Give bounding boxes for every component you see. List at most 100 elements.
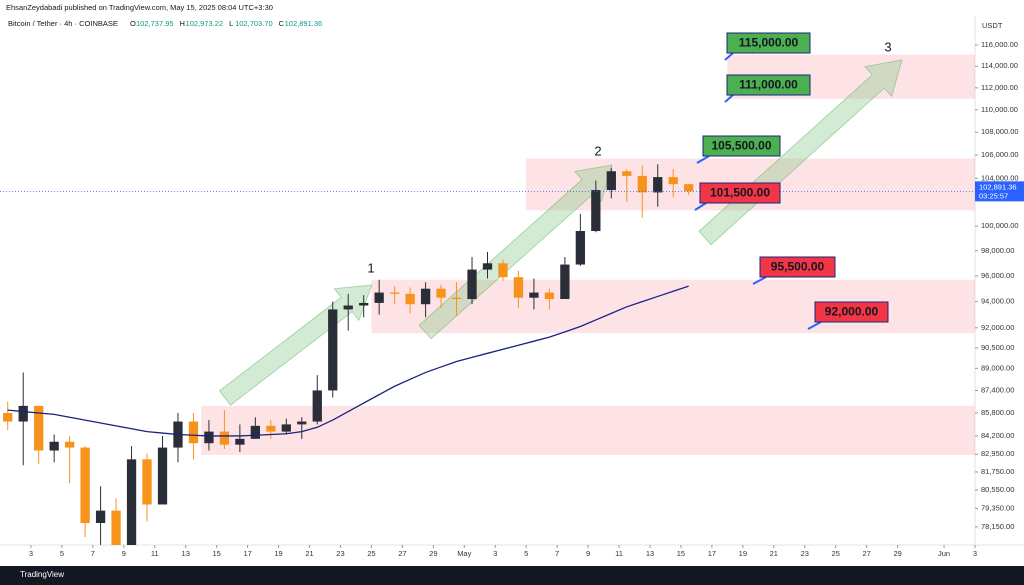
candle-body	[637, 175, 647, 193]
y-tick-label: 94,000.00	[981, 297, 1014, 306]
y-tick-label: 116,000.00	[981, 40, 1018, 49]
x-tick-label: 5	[60, 549, 64, 558]
candle-body	[498, 263, 508, 278]
y-tick-label: 108,000.00	[981, 127, 1019, 136]
ohlc-value: 102,891.36	[285, 19, 323, 28]
x-tick-label: 13	[646, 549, 654, 558]
y-tick-label: 98,000.00	[981, 246, 1014, 255]
candle-body	[18, 405, 28, 422]
candle-body	[591, 190, 601, 232]
x-tick-label: 19	[274, 549, 282, 558]
x-tick-label: May	[457, 549, 471, 558]
candle-body	[34, 405, 44, 451]
y-tick-label: 114,000.00	[981, 61, 1018, 70]
x-tick-label: 29	[429, 549, 437, 558]
y-tick-label: 84,200.00	[981, 431, 1014, 440]
candle-body	[560, 264, 570, 300]
candle-body	[420, 288, 431, 305]
price-label: 95,500.00	[771, 260, 825, 274]
candle-body	[405, 293, 415, 305]
ohlc-value: 102,737.95	[136, 19, 174, 28]
y-tick-label: 79,350.00	[981, 503, 1014, 512]
candle-body	[219, 431, 230, 445]
candle-body	[451, 297, 462, 300]
x-tick-label: 7	[91, 549, 95, 558]
x-tick-label: 23	[801, 549, 809, 558]
ohlc-value: 102,973.22	[186, 19, 224, 28]
moving-average	[7, 285, 689, 437]
price-label: 105,500.00	[711, 139, 771, 153]
candle-body	[575, 231, 585, 265]
x-tick-label: 3	[29, 549, 33, 558]
candle-body	[653, 177, 663, 193]
candle-body	[204, 431, 214, 444]
candle-body	[3, 412, 13, 422]
brand: TradingView	[20, 570, 64, 579]
candle-body	[266, 425, 276, 432]
ohlc-key: L	[229, 19, 233, 28]
y-tick-label: 96,000.00	[981, 271, 1014, 280]
candle-body	[157, 447, 168, 505]
price-label: 101,500.00	[710, 186, 770, 200]
x-tick-label: 17	[708, 549, 716, 558]
zone	[201, 405, 975, 455]
candle-body	[235, 438, 245, 445]
y-tick-label: 78,150.00	[981, 522, 1014, 531]
candle-body	[436, 288, 446, 298]
x-tick-label: 7	[555, 549, 559, 558]
symbol: Bitcoin / Tether · 4h · COINBASE	[8, 19, 118, 28]
y-tick-label: 85,800.00	[981, 408, 1014, 417]
x-tick-label: 11	[151, 549, 159, 558]
candle-body	[49, 441, 59, 451]
candle-body	[65, 441, 75, 448]
y-tick-label: 92,000.00	[981, 323, 1014, 332]
x-tick-label: 23	[336, 549, 344, 558]
x-tick-label: 13	[182, 549, 190, 558]
ohlc-key: H	[180, 19, 185, 28]
y-tick-label: 112,000.00	[981, 83, 1018, 92]
wave-label: 1	[367, 260, 374, 275]
y-tick-label: 89,000.00	[981, 363, 1014, 372]
x-tick-label: 5	[524, 549, 528, 558]
candle-body	[606, 171, 616, 191]
price-label: 111,000.00	[739, 78, 798, 92]
candle-body	[250, 425, 260, 439]
x-tick-label: 27	[862, 549, 870, 558]
x-tick-label: 3	[493, 549, 497, 558]
x-tick-label: 29	[893, 549, 901, 558]
candle-body	[529, 292, 539, 298]
price-pointer	[696, 155, 710, 164]
y-tick-label: 82,950.00	[981, 449, 1014, 458]
x-tick-label: 21	[305, 549, 313, 558]
x-tick-label: 21	[770, 549, 778, 558]
candle-body	[668, 177, 678, 185]
x-tick-label: 9	[586, 549, 590, 558]
x-tick-label: 9	[122, 549, 126, 558]
candle-body	[126, 459, 137, 545]
price-pointer	[694, 202, 707, 211]
y-tick-label: 90,500.00	[981, 343, 1014, 352]
y-tick-label: 81,750.00	[981, 467, 1014, 476]
candle-body	[359, 302, 369, 306]
ohlc-key: O	[130, 19, 136, 28]
price-pointer	[724, 52, 734, 61]
candle-body	[95, 510, 106, 524]
price-box	[759, 256, 836, 278]
candle-body	[142, 459, 152, 505]
candle-body	[544, 292, 555, 300]
y-tick-label: 80,550.00	[981, 485, 1014, 494]
candle-body	[343, 305, 353, 310]
candle-body	[374, 292, 384, 303]
candle-body	[312, 390, 322, 422]
candle-body	[80, 447, 90, 524]
x-tick-label: 15	[212, 549, 220, 558]
price-pointer	[724, 94, 734, 103]
x-tick-label: 27	[398, 549, 406, 558]
candle-body	[684, 184, 694, 192]
candle-body	[467, 269, 477, 300]
x-tick-label: 25	[367, 549, 375, 558]
y-tick-label: 110,000.00	[981, 105, 1018, 114]
price-box	[699, 182, 781, 204]
